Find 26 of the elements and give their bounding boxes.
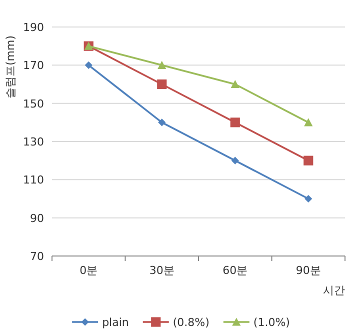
y-tick-label: 110 [23,174,44,187]
x-tick-label: 0분 [80,264,98,277]
point [84,61,92,69]
point [231,156,239,164]
x-tick-label: 30분 [149,264,174,277]
x-axis-title: 시간 [323,284,345,297]
y-tick-label: 150 [23,97,44,110]
y-tick-label: 90 [30,212,44,225]
y-tick-label: 130 [23,136,44,148]
y-tick-label: 70 [30,250,44,263]
legend-label: (0.8%) [172,316,210,329]
point [304,156,314,166]
y-tick-label: 170 [23,59,44,72]
y-tick-label: 190 [23,21,44,34]
point [158,60,166,69]
legend-label: (1.0%) [253,316,290,329]
point [230,118,240,128]
y-axis-title: 슬럼프(mm) [4,35,17,99]
point [304,194,312,203]
point [157,79,167,90]
legend-label: plain [102,316,129,329]
point [230,80,240,88]
x-tick-label: 90분 [296,264,321,277]
x-tick-label: 60분 [222,264,248,277]
point [158,118,166,126]
point [304,118,313,126]
